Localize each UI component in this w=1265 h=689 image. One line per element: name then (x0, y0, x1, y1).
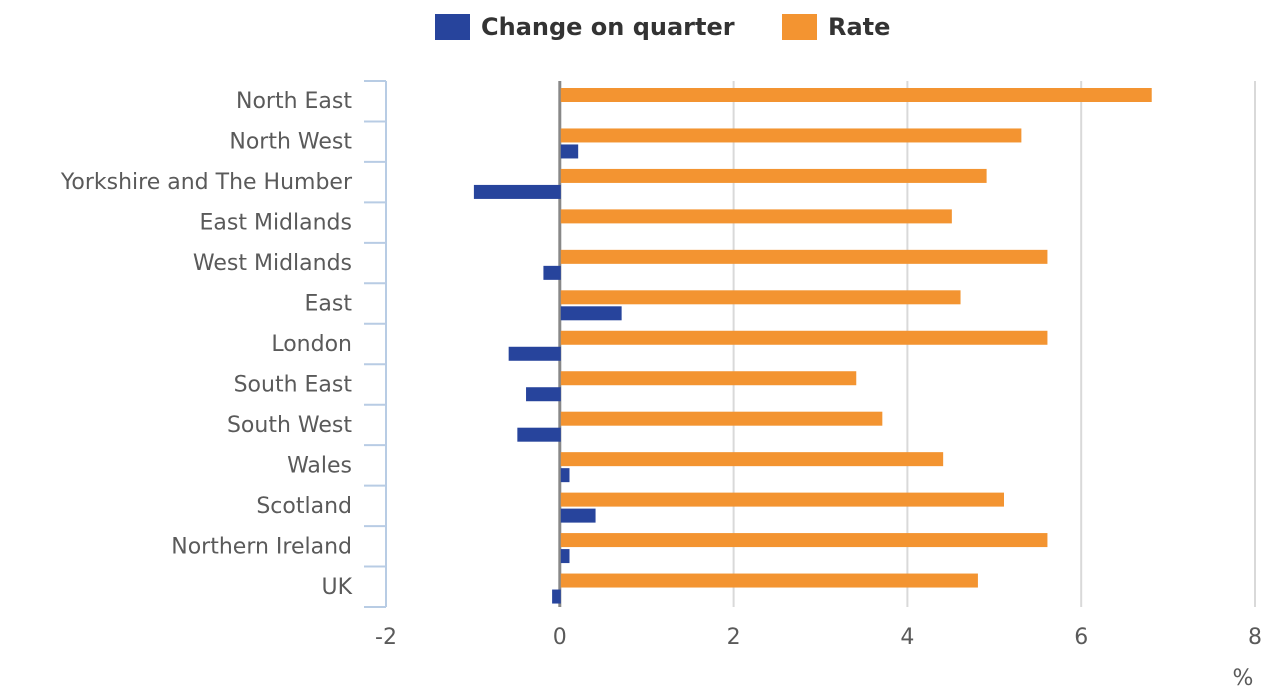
x-tick-label: 4 (900, 625, 914, 650)
bar (517, 427, 561, 442)
bar (552, 589, 561, 604)
bar (560, 573, 978, 588)
y-tick-label: North East (236, 89, 352, 114)
legend-swatch (782, 14, 817, 40)
y-tick-label: East Midlands (200, 211, 353, 236)
legend-label: Change on quarter (481, 13, 735, 41)
y-tick-label: UK (321, 575, 352, 600)
x-tick-label: 0 (553, 625, 567, 650)
bar (560, 468, 570, 483)
bar (543, 265, 561, 280)
bar (560, 306, 622, 321)
y-tick-label: South East (234, 372, 353, 397)
y-tick-label: Wales (287, 453, 352, 478)
bar (560, 371, 857, 386)
bar (560, 411, 883, 426)
bar (560, 168, 987, 183)
x-tick-label: 8 (1248, 625, 1262, 650)
bar (560, 88, 1152, 102)
bar (560, 533, 1048, 548)
y-tick-label: Northern Ireland (171, 534, 352, 559)
y-tick-label: West Midlands (193, 251, 352, 276)
bar (560, 508, 596, 523)
bar (560, 492, 1004, 507)
bar (560, 549, 570, 564)
y-tick-label: Scotland (256, 494, 352, 519)
y-tick-label: South West (227, 413, 352, 438)
y-tick-label: London (271, 332, 352, 357)
bar (560, 144, 579, 159)
bar (508, 346, 561, 361)
bar (560, 209, 952, 224)
bar (526, 387, 561, 402)
y-tick-label: East (305, 292, 353, 317)
bar (560, 290, 961, 305)
bar (560, 330, 1048, 345)
y-tick-label: Yorkshire and The Humber (60, 170, 353, 195)
y-tick-label: North West (229, 130, 352, 155)
legend-label: Rate (828, 13, 890, 41)
x-tick-label: 6 (1074, 625, 1088, 650)
bar (560, 128, 1022, 143)
bar (560, 452, 944, 467)
x-tick-label: -2 (375, 625, 397, 650)
bar (473, 184, 561, 199)
x-axis-label: % (1233, 666, 1254, 689)
legend-swatch (435, 14, 470, 40)
bar (560, 249, 1048, 264)
x-tick-label: 2 (727, 625, 741, 650)
